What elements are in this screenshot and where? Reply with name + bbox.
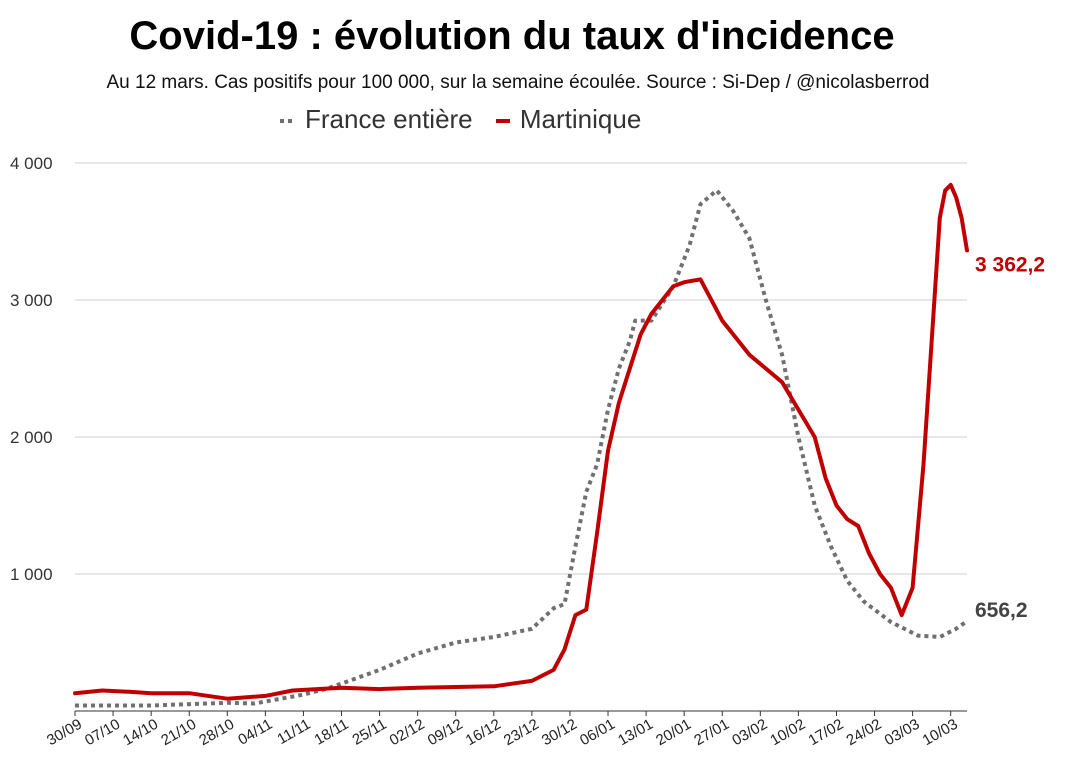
x-tick-label: 24/02	[844, 716, 885, 749]
x-tick-label: 27/01	[691, 716, 732, 749]
x-tick-label: 30/12	[539, 716, 580, 749]
x-tick-label: 23/12	[501, 716, 542, 749]
x-tick-label: 02/12	[387, 716, 428, 749]
y-tick-label: 3 000	[10, 291, 53, 310]
x-tick-label: 25/11	[350, 716, 390, 749]
x-tick-label: 07/10	[82, 716, 123, 749]
end-value-label-martinique: 3 362,2	[975, 253, 1045, 276]
x-tick-label: 18/11	[311, 716, 351, 749]
y-tick-label: 1 000	[10, 565, 53, 584]
x-tick-label: 04/11	[235, 716, 275, 749]
x-tick-label: 17/02	[805, 716, 846, 749]
legend-item-martinique: Martinique	[494, 104, 641, 135]
x-tick-label: 03/02	[729, 716, 770, 749]
legend-swatch-dotted	[280, 119, 296, 124]
legend-label-france: France entière	[305, 104, 473, 134]
legend-label-martinique: Martinique	[519, 104, 642, 134]
series-line-martinique	[73, 182, 969, 701]
x-tick-label: 16/12	[463, 716, 504, 749]
y-tick-label: 2 000	[10, 428, 53, 447]
x-tick-label: 03/03	[882, 716, 923, 749]
x-tick-label: 10/02	[767, 716, 808, 749]
legend: France entière Martinique	[279, 104, 655, 135]
x-tick-label: 06/01	[577, 716, 618, 749]
x-tick-label: 20/01	[653, 716, 694, 749]
legend-swatch-solid	[495, 119, 510, 124]
legend-item-france: France entière	[279, 104, 473, 135]
x-tick-label: 14/10	[120, 716, 161, 749]
x-tick-label: 09/12	[425, 716, 466, 749]
chart-subtitle: Au 12 mars. Cas positifs pour 100 000, s…	[106, 72, 930, 93]
series-line-france	[75, 188, 969, 708]
end-value-label-france: 656,2	[975, 599, 1028, 622]
x-tick-label: 28/10	[196, 716, 237, 749]
x-tick-label: 11/11	[274, 716, 313, 748]
x-tick-label: 30/09	[44, 716, 85, 749]
x-tick-label: 13/01	[615, 716, 656, 749]
chart-title: Covid-19 : évolution du taux d'incidence	[129, 14, 895, 58]
x-tick-label: 21/10	[158, 716, 199, 749]
x-tick-label: 10/03	[920, 716, 961, 749]
y-tick-label: 4 000	[10, 154, 53, 173]
